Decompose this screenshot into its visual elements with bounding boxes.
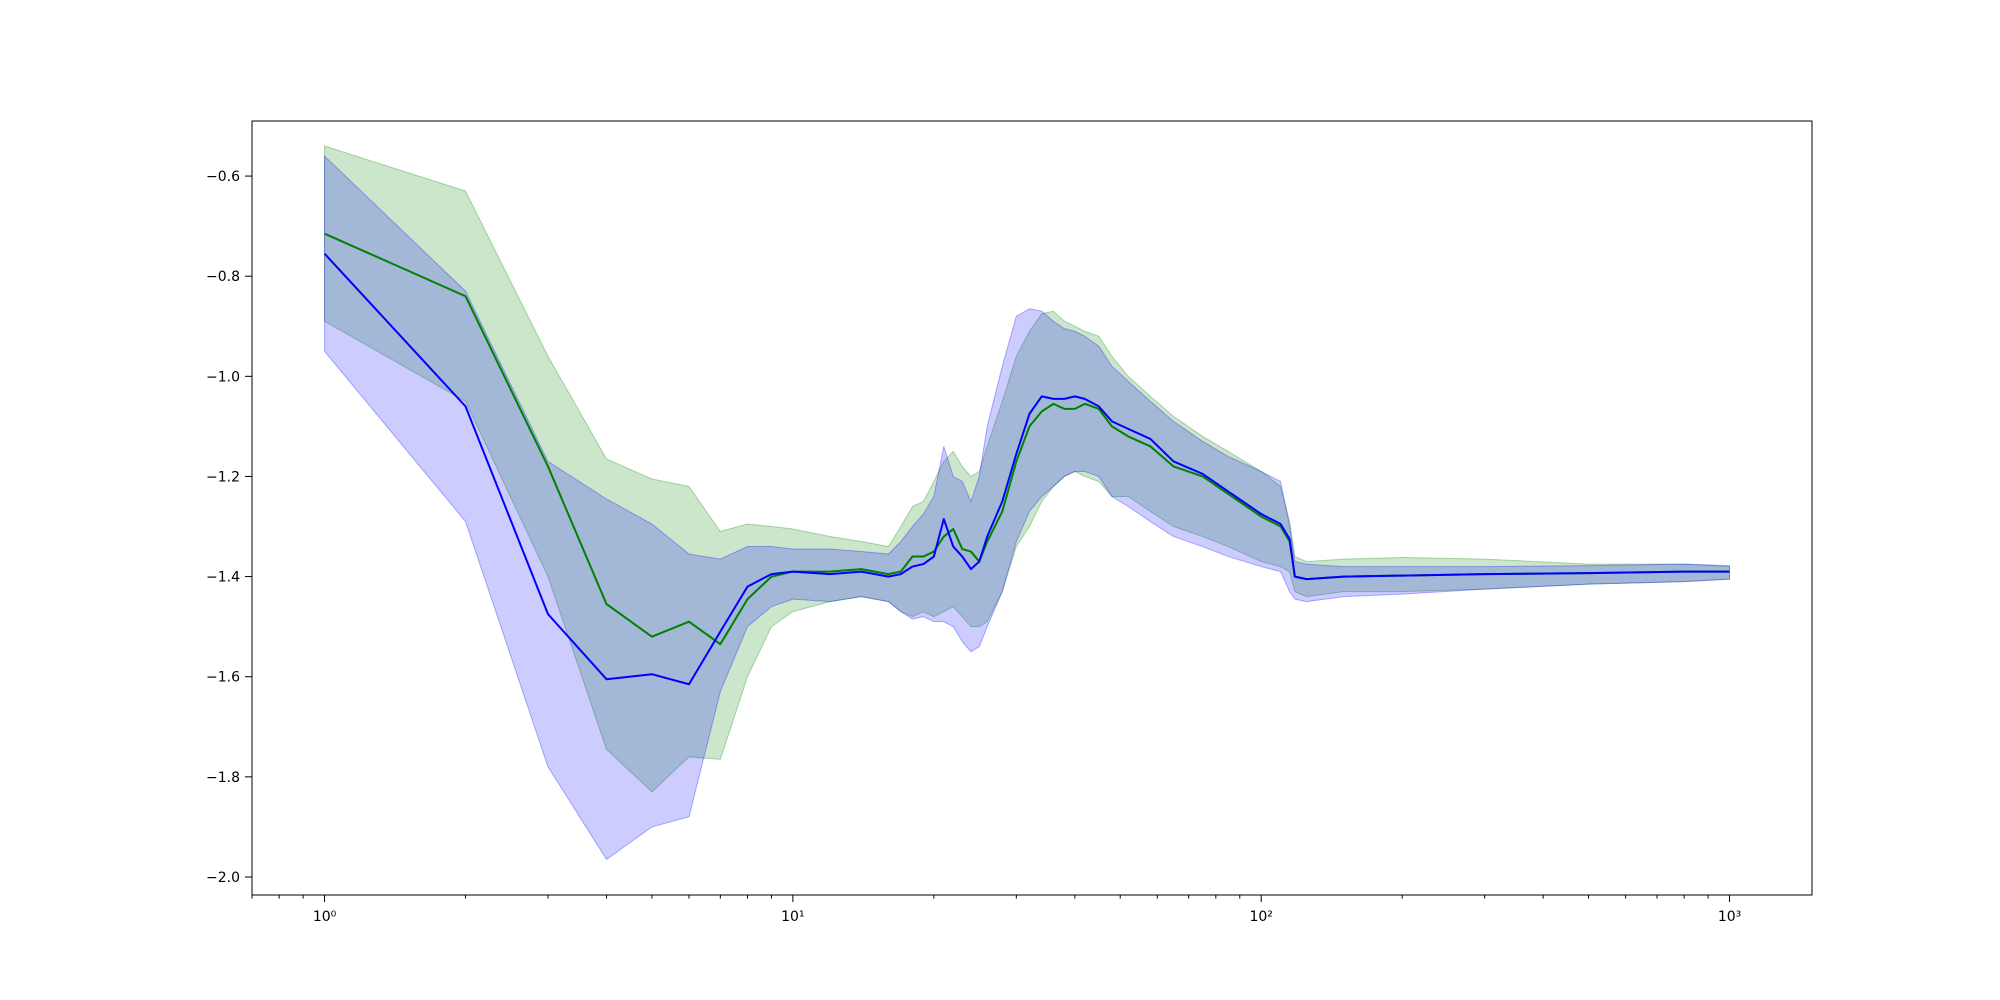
y-tick-label: −0.6 bbox=[206, 169, 240, 185]
x-tick-label: 10³ bbox=[1718, 909, 1741, 925]
y-tick-label: −1.0 bbox=[206, 369, 240, 385]
y-tick-label: −1.6 bbox=[206, 670, 240, 686]
x-tick-label: 10¹ bbox=[781, 909, 804, 925]
plot-area bbox=[323, 145, 1731, 861]
y-tick-label: −1.2 bbox=[206, 469, 240, 485]
series-lines bbox=[323, 232, 1730, 686]
y-axis: −0.6 −0.8 −1.0 −1.2 −1.4 −1.6 −1.8 −2.0 bbox=[206, 169, 252, 886]
x-axis: 10⁰ 10¹ 10² 10³ bbox=[251, 895, 1741, 925]
confidence-bands bbox=[324, 145, 1731, 861]
series-2-line bbox=[323, 252, 1730, 686]
x-tick-label: 10² bbox=[1249, 909, 1272, 925]
series-2-band bbox=[324, 154, 1731, 861]
y-tick-label: −0.8 bbox=[206, 269, 240, 285]
y-tick-label: −1.4 bbox=[206, 570, 240, 586]
y-tick-label: −2.0 bbox=[206, 870, 240, 886]
x-tick-label: 10⁰ bbox=[313, 909, 337, 925]
axes-frame bbox=[251, 120, 1813, 896]
y-tick-label: −1.8 bbox=[206, 770, 240, 786]
series-1-band bbox=[324, 145, 1731, 793]
